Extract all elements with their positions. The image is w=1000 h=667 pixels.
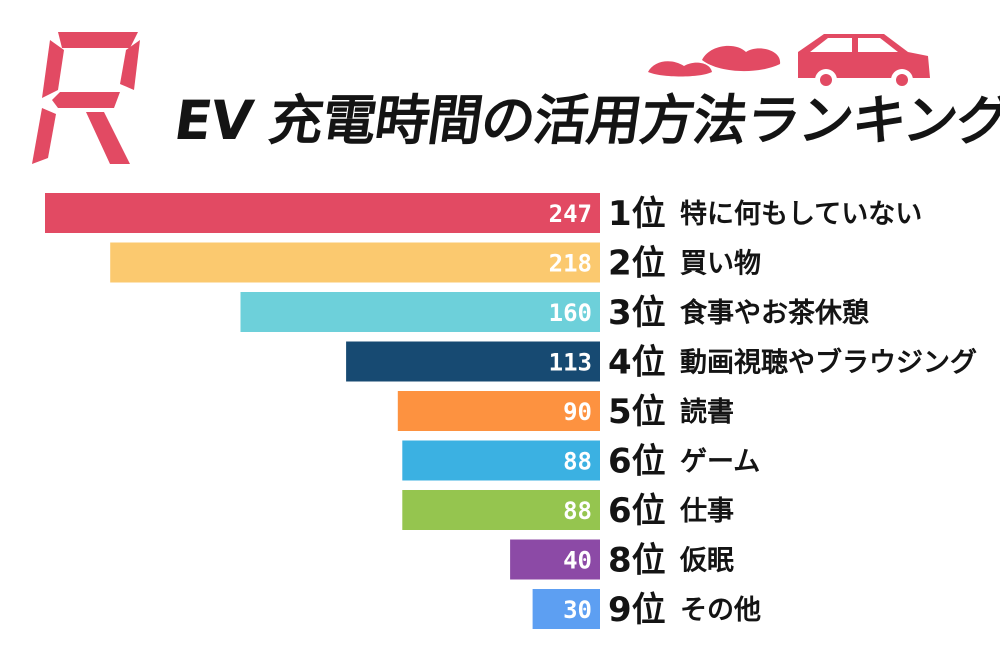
category-label: ゲーム [680, 447, 760, 478]
bar-row: 90 5位 読書 [397, 391, 734, 432]
car-hub-rear [896, 74, 908, 86]
category-label: 買い物 [680, 249, 761, 280]
rank-label: 9位 [608, 590, 666, 630]
rank-label: 6位 [608, 491, 666, 531]
bar [402, 490, 600, 530]
logo-segment-middle [52, 92, 120, 108]
bar [240, 292, 600, 332]
category-label: 特に何もしていない [680, 199, 922, 230]
bar-value-label: 113 [549, 349, 592, 377]
bar [397, 391, 600, 431]
bar-row: 88 6位 仕事 [402, 490, 734, 531]
logo-segment-upper-right [120, 40, 140, 90]
logo-segment-lower-left [32, 108, 56, 164]
bar-value-label: 88 [563, 497, 592, 525]
bar-row: 88 6位 ゲーム [402, 440, 760, 482]
bar-value-label: 40 [563, 547, 592, 575]
car-hub-front [820, 74, 832, 86]
rank-label: 8位 [608, 541, 666, 581]
bar [402, 440, 600, 481]
bar-row: 160 3位 食事やお茶休憩 [240, 292, 869, 333]
bar-value-label: 160 [549, 299, 592, 327]
bar [45, 193, 600, 233]
bar [346, 341, 600, 382]
logo-segment-leg [86, 112, 130, 164]
bar-value-label: 30 [563, 596, 592, 624]
category-label: 仮眠 [679, 546, 734, 577]
category-label: 読書 [680, 396, 734, 428]
rank-label: 3位 [608, 293, 666, 333]
rank-label: 4位 [608, 343, 666, 383]
rank-label: 1位 [608, 194, 666, 234]
logo-segment-top [58, 32, 138, 48]
bar-row: 40 8位 仮眠 [510, 539, 734, 581]
bar [532, 589, 600, 629]
bar-value-label: 90 [563, 398, 592, 426]
car-window-front [810, 38, 852, 52]
bar-value-label: 247 [549, 200, 592, 228]
bar-row: 30 9位 その他 [532, 589, 761, 630]
r-logo-icon [32, 32, 140, 164]
car-window-rear [858, 38, 898, 52]
category-label: 食事やお茶休憩 [680, 297, 869, 329]
category-label: 動画視聴やブラウジング [680, 347, 977, 379]
category-label: 仕事 [679, 496, 734, 527]
bar-value-label: 218 [549, 250, 592, 278]
rank-label: 6位 [608, 442, 666, 482]
bar-row: 247 1位 特に何もしていない [45, 193, 922, 234]
rank-label: 2位 [608, 244, 666, 284]
bar-row: 113 4位 動画視聴やブラウジング [346, 341, 977, 383]
bar-value-label: 88 [563, 448, 592, 476]
bar-row: 218 2位 買い物 [110, 242, 761, 284]
exhaust-cloud-small [648, 61, 712, 77]
rank-label: 5位 [608, 392, 666, 432]
category-label: その他 [680, 595, 761, 626]
logo-segment-upper-left [42, 40, 64, 98]
exhaust-cloud-large [702, 45, 781, 72]
bar [510, 539, 600, 580]
car-icon [648, 34, 930, 91]
bar [110, 242, 600, 283]
